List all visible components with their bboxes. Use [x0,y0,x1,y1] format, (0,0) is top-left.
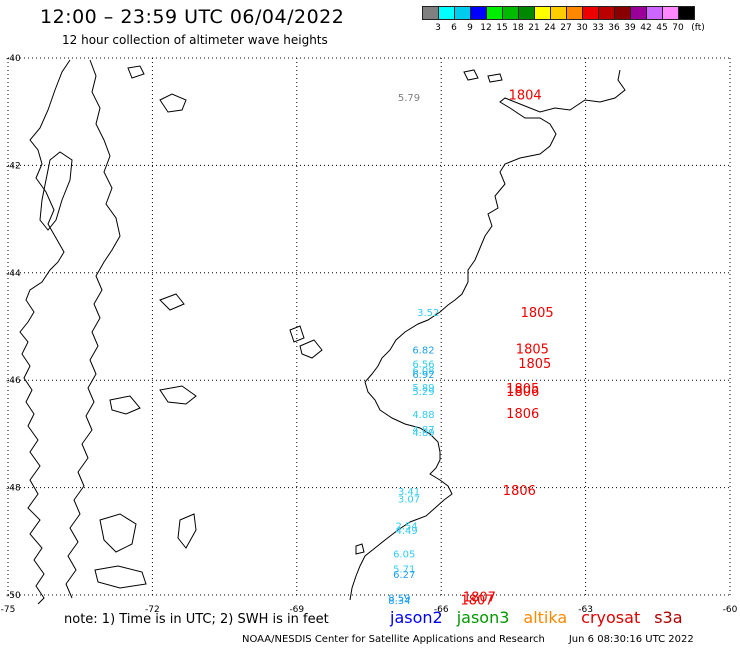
legend-label: (ft) [691,23,705,33]
lat-tick-label: -50 [6,591,21,601]
island-10 [159,385,197,405]
page-subtitle: 12 hour collection of altimeter wave hei… [62,33,328,47]
island-13 [487,73,503,83]
legend-label: 30 [576,23,588,33]
swh-label: 8.34 [388,596,410,607]
note-text: note: 1) Time is in UTC; 2) SWH is in fe… [64,612,329,627]
swh-label: 6.05 [393,549,415,560]
lon-tick-label: -66 [434,605,449,615]
swh-label: 6.56 [412,359,434,370]
time-label: 1806 [506,407,539,422]
island-4 [299,339,323,359]
island-7 [177,513,197,549]
legend-label: 45 [656,23,668,33]
legend-label: 9 [467,23,473,33]
lon-tick-label: -69 [289,605,304,615]
lat-tick-label: -46 [6,376,21,386]
lon-tick-label: -63 [578,605,593,615]
satellite-s3a: s3a [654,608,683,627]
satellite-altika: altika [523,608,568,627]
swh-label: 3.52 [417,308,439,319]
credit-line: NOAA/NESDIS Center for Satellite Applica… [242,634,694,645]
legend-label: 27 [560,23,572,33]
color-legend-labels: 3 6 9 12 15 18 21 24 27 30 33 36 39 42 45 70 (ft) [422,23,737,35]
island-11 [109,395,141,415]
island-2 [127,65,145,79]
legend-label: 12 [480,23,492,33]
swh-label: 6.92 [412,370,434,381]
time-label: 1804 [509,88,542,103]
time-label: 1806 [506,385,539,400]
island-8 [159,293,185,311]
axis-tick-labels: -40 -42 -44 -46 -48 -50 -75 -72 -69 -66 -63 -60 [1,54,738,615]
swh-label: 5.29 [412,387,434,398]
time-label: 1806 [503,484,536,499]
island-12 [463,69,479,81]
time-label: 1805 [506,382,539,397]
chile-coastline [19,59,71,605]
island-3 [289,325,305,343]
lat-tick-label: -48 [6,484,21,494]
lat-lon-grid [7,57,731,596]
lat-tick-label: -44 [6,269,21,279]
color-legend [422,6,695,20]
legend-label: 3 [435,23,441,33]
legend-label: 39 [624,23,636,33]
island-5 [99,513,137,553]
timestamp: Jun 6 08:30:16 UTC 2022 [568,634,694,645]
satellite-cryosat: cryosat [581,608,641,627]
legend-label: 21 [528,23,540,33]
swh-label: 8.59 [388,593,410,604]
swh-label: 3.41 [398,487,420,498]
time-label: 1805 [518,357,551,372]
swh-label: 4.88 [412,410,434,421]
legend-label: 36 [608,23,620,33]
island-1 [159,93,187,113]
swh-label: 2.54 [395,521,417,532]
legend-label: 70 [672,23,684,33]
swh-label: 5.71 [393,564,415,575]
legend-label: 33 [592,23,604,33]
lon-tick-label: -75 [1,605,16,615]
legend-label: 6 [451,23,457,33]
swh-label: 3.07 [398,495,420,506]
legend-swatch [678,6,695,20]
island-6 [94,565,147,589]
satellite-legend: jason2 jason3 altika cryosat s3a [390,608,697,627]
time-label: 1805 [521,306,554,321]
time-label: 1805 [516,342,549,357]
swh-label: 5.89 [412,383,434,394]
legend-label: 42 [640,23,652,33]
credit-text: NOAA/NESDIS Center for Satellite Applica… [242,634,545,645]
island-9 [355,543,365,555]
legend-label: 18 [512,23,524,33]
lon-tick-label: -60 [723,605,738,615]
page-title: 12:00 – 23:59 UTC 06/04/2022 [40,6,345,28]
swh-label: 6.27 [393,570,415,581]
swh-label: 5.79 [398,93,420,104]
legend-label: 24 [544,23,556,33]
satellite-jason2: jason2 [390,608,443,627]
lat-tick-label: -42 [6,161,21,171]
time-label: 1807 [463,590,496,605]
swh-label: 6.82 [412,345,434,356]
swh-label: 4.89 [412,428,434,439]
lat-tick-label: -40 [6,54,21,64]
time-label: 1807 [460,594,493,609]
chiloe-island [39,151,73,231]
swh-label: 6.08 [412,366,434,377]
swh-label: 4.49 [395,526,417,537]
legend-label: 15 [496,23,508,33]
swh-values: 5.79 3.52 6.82 6.566.086.92 5.895.29 4.88 4.87… [388,93,439,607]
swh-label: 4.87 [412,425,434,436]
chile-inner-coast [65,59,121,599]
satellite-jason3: jason3 [456,608,510,627]
lon-tick-label: -72 [145,605,160,615]
coastline [19,59,626,605]
argentina-coastline [349,69,626,601]
